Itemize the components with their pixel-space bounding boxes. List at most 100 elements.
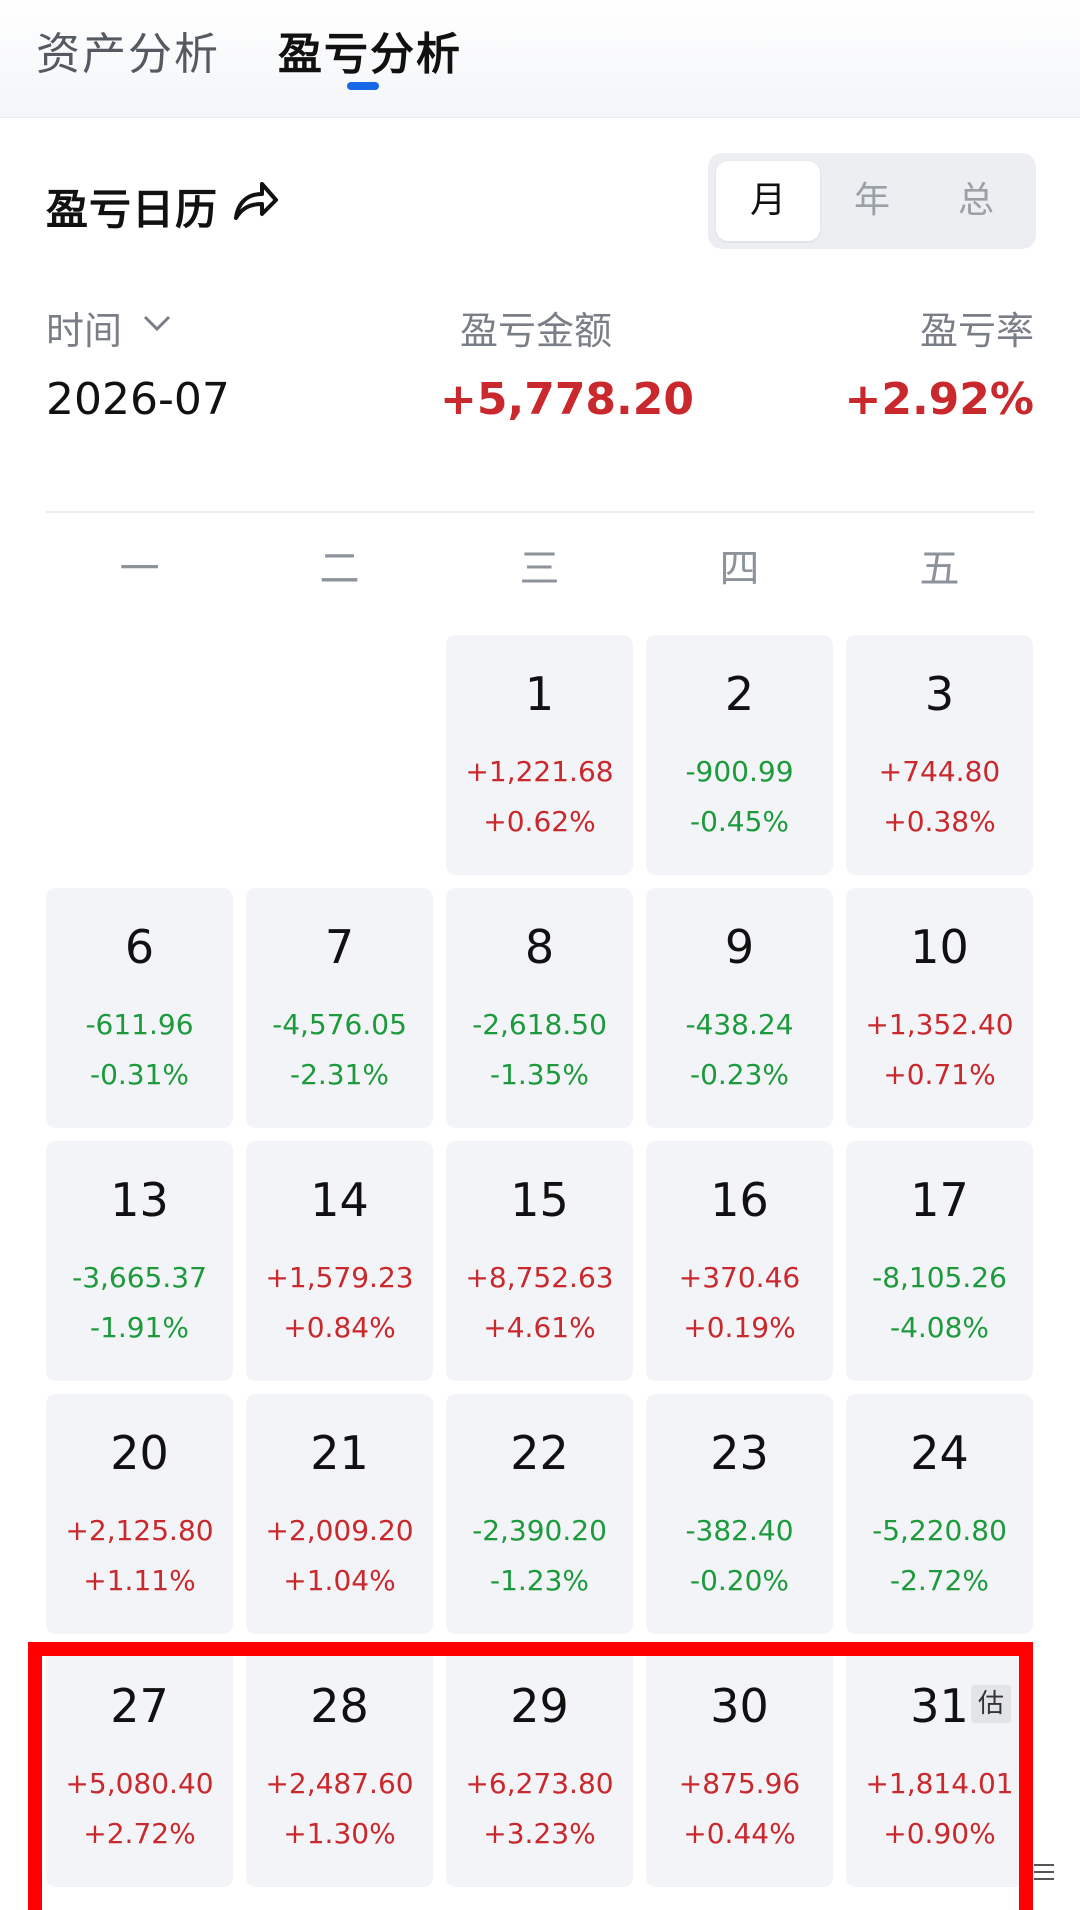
day-pnl-rate: -0.31% [89,1058,190,1091]
pnl-rate-value: +2.92% [844,374,1034,425]
period-year-button[interactable]: 年 [853,180,890,221]
day-pnl-rate: +1.30% [283,1817,396,1850]
day-number: 28 [310,1679,369,1733]
day-pnl-amount: -8,105.26 [872,1261,1007,1294]
day-cell[interactable]: 3 +744.80 +0.38% [846,635,1033,875]
day-pnl-rate: -4.08% [889,1311,990,1344]
pnl-rate-label: 盈亏率 [919,309,1034,353]
day-cell[interactable]: 30 +875.96 +0.44% [646,1647,833,1887]
day-number: 16 [710,1173,769,1227]
day-cell[interactable]: 31 +1,814.01 +0.90% 估 [846,1647,1033,1887]
day-cell[interactable]: 6 -611.96 -0.31% [46,888,233,1128]
day-cell[interactable]: 28 +2,487.60 +1.30% [246,1647,433,1887]
top-tab-bar: 资产分析 盈亏分析 [0,0,1080,118]
day-pnl-amount: +370.46 [678,1261,801,1294]
day-number: 1 [524,667,555,721]
day-cell[interactable]: 17 -8,105.26 -4.08% [846,1141,1033,1381]
day-cell[interactable]: 20 +2,125.80 +1.11% [46,1394,233,1634]
day-pnl-rate: -0.23% [689,1058,790,1091]
day-pnl-amount: +1,579.23 [265,1261,414,1294]
day-number: 17 [910,1173,969,1227]
day-pnl-rate: -1.91% [89,1311,190,1344]
tab-pnl-analysis[interactable]: 盈亏分析 [278,29,462,80]
day-pnl-amount: +1,221.68 [465,755,614,788]
day-pnl-rate: +0.62% [483,805,596,838]
day-pnl-rate: +0.84% [283,1311,396,1344]
day-pnl-rate: -2.72% [889,1564,990,1597]
day-number: 24 [910,1426,969,1480]
day-cell[interactable]: 14 +1,579.23 +0.84% [246,1141,433,1381]
menu-icon[interactable] [1032,1862,1056,1882]
day-cell[interactable]: 15 +8,752.63 +4.61% [446,1141,633,1381]
period-total-button[interactable]: 总 [957,180,994,221]
divider [46,511,1034,513]
selected-month: 2026-07 [46,374,230,425]
pnl-amount-label: 盈亏金额 [460,309,613,353]
period-segmented-control: 月 年 总 [708,153,1036,249]
day-pnl-amount: -900.99 [685,755,794,788]
weekday-wed: 三 [519,546,560,592]
day-number: 2 [724,667,755,721]
day-pnl-amount: +2,009.20 [265,1514,414,1547]
day-cell[interactable]: 13 -3,665.37 -1.91% [46,1141,233,1381]
day-number: 7 [324,920,355,974]
day-pnl-rate: +0.90% [883,1817,996,1850]
time-selector[interactable]: 时间 [46,309,123,353]
highlight-box [28,1642,1033,1910]
day-cell[interactable]: 16 +370.46 +0.19% [646,1141,833,1381]
day-pnl-rate: +0.71% [883,1058,996,1091]
day-number: 29 [510,1679,569,1733]
day-number: 30 [710,1679,769,1733]
day-number: 15 [510,1173,569,1227]
period-month-button[interactable]: 月 [716,161,820,241]
pnl-amount-value: +5,778.20 [440,374,694,425]
day-pnl-rate: +0.44% [683,1817,796,1850]
share-arrow-icon[interactable] [230,178,280,224]
day-cell[interactable]: 24 -5,220.80 -2.72% [846,1394,1033,1634]
day-cell[interactable]: 27 +5,080.40 +2.72% [46,1647,233,1887]
day-number: 14 [310,1173,369,1227]
day-cell[interactable]: 21 +2,009.20 +1.04% [246,1394,433,1634]
day-pnl-amount: +744.80 [878,755,1001,788]
chevron-down-icon[interactable] [142,312,172,334]
tab-asset-analysis[interactable]: 资产分析 [36,29,220,80]
day-number: 13 [110,1173,169,1227]
day-cell[interactable]: 7 -4,576.05 -2.31% [246,888,433,1128]
day-pnl-amount: +6,273.80 [465,1767,614,1800]
day-number: 31 [910,1679,969,1733]
pnl-calendar-title: 盈亏日历 [46,185,219,234]
day-cell[interactable]: 10 +1,352.40 +0.71% [846,888,1033,1128]
day-pnl-amount: -438.24 [685,1008,794,1041]
day-cell[interactable]: 2 -900.99 -0.45% [646,635,833,875]
day-pnl-rate: -2.31% [289,1058,390,1091]
day-number: 6 [124,920,155,974]
day-pnl-amount: +2,125.80 [65,1514,214,1547]
day-pnl-rate: -1.35% [489,1058,590,1091]
day-pnl-rate: +1.11% [83,1564,196,1597]
day-pnl-amount: +5,080.40 [65,1767,214,1800]
day-pnl-amount: +8,752.63 [465,1261,614,1294]
day-pnl-amount: +2,487.60 [265,1767,414,1800]
day-pnl-amount: -382.40 [685,1514,794,1547]
day-number: 27 [110,1679,169,1733]
day-number: 9 [724,920,755,974]
weekday-mon: 一 [119,546,160,592]
day-number: 3 [924,667,955,721]
day-cell[interactable]: 1 +1,221.68 +0.62% [446,635,633,875]
day-cell[interactable]: 23 -382.40 -0.20% [646,1394,833,1634]
day-pnl-rate: +4.61% [483,1311,596,1344]
day-number: 10 [910,920,969,974]
day-cell[interactable]: 8 -2,618.50 -1.35% [446,888,633,1128]
day-pnl-amount: +1,814.01 [865,1767,1014,1800]
day-pnl-rate: +1.04% [283,1564,396,1597]
day-cell[interactable]: 9 -438.24 -0.23% [646,888,833,1128]
weekday-tue: 二 [319,546,360,592]
day-number: 20 [110,1426,169,1480]
day-cell[interactable]: 22 -2,390.20 -1.23% [446,1394,633,1634]
day-pnl-amount: -611.96 [85,1008,194,1041]
day-pnl-amount: -5,220.80 [872,1514,1007,1547]
day-number: 8 [524,920,555,974]
day-cell[interactable]: 29 +6,273.80 +3.23% [446,1647,633,1887]
day-pnl-amount: -4,576.05 [272,1008,407,1041]
